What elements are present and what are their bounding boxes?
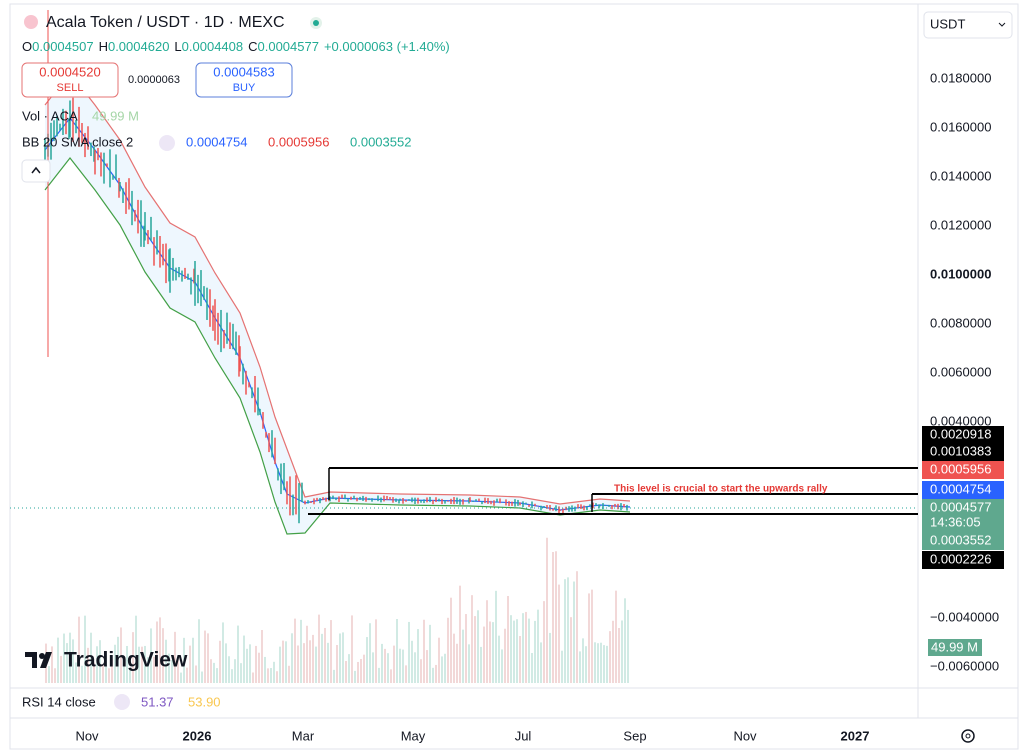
- logo-text: TradingView: [64, 649, 188, 672]
- collapse-icon: [31, 166, 41, 174]
- buy-label[interactable]: BUY: [233, 82, 256, 94]
- buy-button[interactable]: [195, 62, 293, 98]
- vol-label: Vol · ACA: [22, 108, 78, 123]
- sell-button[interactable]: [21, 62, 119, 98]
- volume-tag-bg: [928, 639, 982, 656]
- bb-lower: 0.0003552: [350, 134, 411, 149]
- dropdown-icon: [998, 22, 1006, 27]
- price-tag-bg: [922, 499, 1004, 517]
- price-tag: 0.0020918: [930, 426, 991, 441]
- price-tag: 0.0002226: [930, 551, 991, 566]
- price-tag-bg: [922, 532, 1004, 550]
- price-tag: 0.0003552: [930, 532, 991, 547]
- annotation: This level is crucial to start the upwar…: [614, 484, 828, 495]
- logo-dot: [39, 653, 45, 659]
- time-label: May: [401, 728, 426, 743]
- plot: [44, 10, 631, 683]
- collapse-button[interactable]: [21, 159, 51, 183]
- price-tag-bg: [922, 426, 1004, 444]
- symbol-icon: [24, 15, 38, 29]
- logo: TradingView: [25, 649, 188, 672]
- price-tag-bg: [922, 443, 1004, 461]
- currency-select[interactable]: [923, 11, 1013, 39]
- rsi-ma: 53.90: [188, 694, 221, 709]
- bb-upper: 0.0005956: [268, 134, 329, 149]
- time-label: Jul: [515, 728, 532, 743]
- price-tag: 14:36:05: [930, 514, 981, 529]
- price-label: 0.0060000: [930, 364, 991, 379]
- price-tag-bg: [922, 481, 1004, 499]
- band-upper: [44, 72, 631, 505]
- time-label: Nov: [75, 728, 99, 743]
- price-tag: 0.0004577: [930, 499, 991, 514]
- price-label: 0.0040000: [930, 413, 991, 428]
- price-tag-bg: [922, 514, 1004, 532]
- price-tag-bg: [922, 551, 1004, 569]
- time-label: 2027: [841, 728, 870, 743]
- volume-tag: 49.99 M: [931, 639, 978, 654]
- price-label: 0.0180000: [930, 70, 991, 85]
- price-tag: 0.0004754: [930, 481, 991, 496]
- time-label: 2026: [183, 728, 212, 743]
- time-label: Nov: [733, 728, 757, 743]
- band-fill: [45, 73, 630, 534]
- time-label: Sep: [623, 728, 646, 743]
- price-tag: 0.0005956: [930, 461, 991, 476]
- time-axis: Nov 2026 Mar May Jul Sep Nov 2027: [75, 728, 869, 743]
- price-label: 0.0080000: [930, 315, 991, 330]
- price-axis: 0.0180000 0.0160000 0.0140000 0.0120000 0.01…: [930, 70, 999, 673]
- price-tag: 0.0010383: [930, 443, 991, 458]
- indicator-icon[interactable]: [114, 694, 130, 710]
- buy-price[interactable]: 0.0004583: [213, 64, 274, 79]
- price-label: 0.0100000: [930, 266, 991, 281]
- sell-label[interactable]: SELL: [57, 82, 84, 94]
- price-label: 0.0160000: [930, 119, 991, 134]
- rsi-value: 51.37: [141, 694, 174, 709]
- price-label: 0.0140000: [930, 168, 991, 183]
- price-label: 0.0120000: [930, 217, 991, 232]
- band-lower: [44, 157, 631, 535]
- settings-icon[interactable]: [961, 729, 975, 743]
- currency[interactable]: USDT: [930, 16, 965, 31]
- frame: [9, 3, 1019, 750]
- price-tags: 0.0020918 0.0010383 0.0005956 0.0004754 0.00…: [922, 426, 1004, 569]
- bb-basis: 0.0004754: [186, 134, 247, 149]
- title: Acala Token / USDT · 1D · MEXC: [46, 14, 285, 31]
- logo-mark: [25, 652, 52, 668]
- bb-label: BB 20 SMA close 2: [22, 134, 133, 149]
- status-dot: [313, 20, 319, 26]
- price-tag-bg: [922, 461, 1004, 479]
- price-label: −0.0040000: [930, 609, 999, 624]
- ohlc: O0.0004507 H0.0004620 L0.0004408 C0.0004577…: [22, 39, 450, 54]
- settings-icon-core: [965, 733, 971, 739]
- rsi-label: RSI 14 close: [22, 694, 96, 709]
- spread: 0.0000063: [128, 74, 180, 86]
- sell-price[interactable]: 0.0004520: [39, 64, 100, 79]
- price-label: −0.0060000: [930, 658, 999, 673]
- time-label: Mar: [292, 728, 315, 743]
- vol-value: 49.99 M: [92, 108, 139, 123]
- indicator-icon[interactable]: [159, 135, 175, 151]
